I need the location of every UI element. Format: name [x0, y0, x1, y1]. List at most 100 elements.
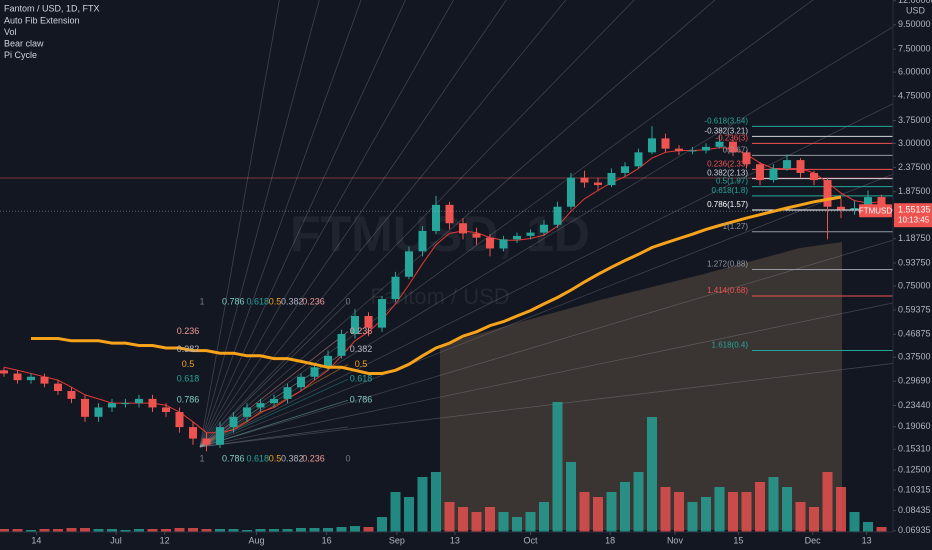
candle-body [40, 376, 49, 384]
fib-label: 0.5(1.97) [716, 177, 748, 186]
y-tick-label: 0.37500 [898, 352, 931, 362]
fib-label: -0.618(3.54) [704, 116, 748, 125]
volume-bar [80, 528, 90, 532]
candle-body [67, 390, 76, 399]
volume-bar [876, 527, 887, 532]
volume-bar [539, 502, 549, 532]
candle-body [108, 403, 116, 408]
candle-body [378, 299, 386, 328]
y-tick-label: 0.08435 [898, 505, 931, 515]
price-badge [894, 203, 932, 228]
indicator-name: Auto Fib Extension [4, 15, 80, 25]
volume-bar [836, 487, 846, 532]
candle-body [445, 204, 454, 224]
y-tick-label: 0.15310 [898, 444, 931, 454]
fan-ray [199, 0, 635, 448]
volume-bar [93, 529, 104, 532]
fan-line [199, 378, 349, 448]
fib-label: 0.786(1.57) [707, 200, 748, 209]
y-tick-label: 0.59375 [898, 304, 931, 314]
fib-label: 0.236(2.33) [707, 159, 748, 168]
symbol-title: Fantom / USD, 1D, FTX [4, 3, 100, 13]
fan-label: 0.236 [302, 296, 325, 306]
fan-ray [199, 228, 932, 448]
candle-body [13, 373, 22, 381]
volume-bar [161, 529, 171, 532]
volume-bar [120, 530, 131, 532]
x-tick-label: 15 [733, 535, 743, 545]
candle-body [418, 230, 427, 252]
fib-label: 0.618(1.8) [712, 186, 749, 195]
candle-body [675, 148, 683, 152]
volume-bar [525, 512, 536, 532]
fan-line [199, 426, 349, 448]
fan-label: 0.236 [302, 453, 325, 463]
y-tick-label: 0.23440 [898, 400, 931, 410]
candle-body [729, 141, 737, 153]
volume-bar [215, 529, 225, 532]
volume-bar [350, 526, 360, 532]
candle-body [715, 141, 724, 147]
y-tick-label: 1.87500 [898, 186, 931, 196]
candle-body [243, 407, 251, 417]
y-tick-label: 0.46875 [898, 329, 931, 339]
candle-body [594, 182, 602, 186]
fib-label: 1.618(0.4) [712, 341, 749, 350]
indicator-name: Vol [4, 27, 17, 37]
candle-body [0, 370, 8, 374]
fan-ray [199, 2, 932, 448]
volume-bar [269, 529, 279, 532]
candle-body [486, 237, 494, 249]
candle-body [351, 315, 359, 334]
candle-body [391, 276, 400, 300]
candle-body [256, 403, 265, 408]
fan-ray [199, 294, 932, 448]
fan-label: 0 [345, 453, 350, 463]
watermark-sub: Fantom / USD [370, 284, 509, 309]
fan-label: 0.786 [177, 395, 200, 405]
x-tick-label: 12 [160, 535, 170, 545]
candle-body [175, 412, 184, 428]
candle-body [135, 398, 143, 404]
volume-bar [255, 529, 266, 532]
y-tick-label: 9.50000 [898, 19, 931, 29]
candle-body [540, 224, 548, 233]
candle-body [189, 427, 197, 439]
candle-body [364, 315, 373, 328]
volume-bar [768, 477, 779, 532]
candle-body [850, 208, 859, 210]
candle-body [877, 197, 886, 212]
volume-bar [593, 497, 603, 532]
volume-bar [444, 502, 455, 532]
candle-body [297, 376, 305, 388]
x-tick-label: Dec [805, 535, 822, 545]
fan-ray [199, 0, 320, 448]
volume-bar [363, 527, 374, 532]
y-tick-label: 3.75000 [898, 115, 931, 125]
candle-body [864, 197, 872, 209]
y-tick-label: 0.10315 [898, 484, 931, 494]
volume-bar [728, 492, 738, 532]
fan-ray [199, 0, 406, 448]
volume-bar [0, 529, 9, 532]
price-axis [893, 0, 932, 550]
fan-label: 0.786 [222, 296, 245, 306]
fan-label: 0.382 [177, 344, 200, 354]
y-tick-label: 1.18750 [898, 233, 931, 243]
volume-bar [296, 528, 306, 532]
candle-body [283, 387, 292, 399]
volume-bar [242, 530, 252, 532]
y-tick-label: 0.12500 [898, 465, 931, 475]
volume-bar [377, 517, 387, 532]
fib-label: 1.414(0.68) [707, 286, 748, 295]
candle-body [702, 146, 710, 151]
fib-label: 1.272(0.88) [707, 260, 748, 269]
volume-bar [417, 477, 428, 532]
fan-line [199, 331, 349, 448]
x-tick-label: Sep [389, 535, 405, 545]
fib-label: 0(2.67) [723, 145, 749, 154]
fan-label: 0.618 [177, 374, 200, 384]
fan-ray [199, 0, 507, 448]
candle-body [121, 403, 130, 405]
